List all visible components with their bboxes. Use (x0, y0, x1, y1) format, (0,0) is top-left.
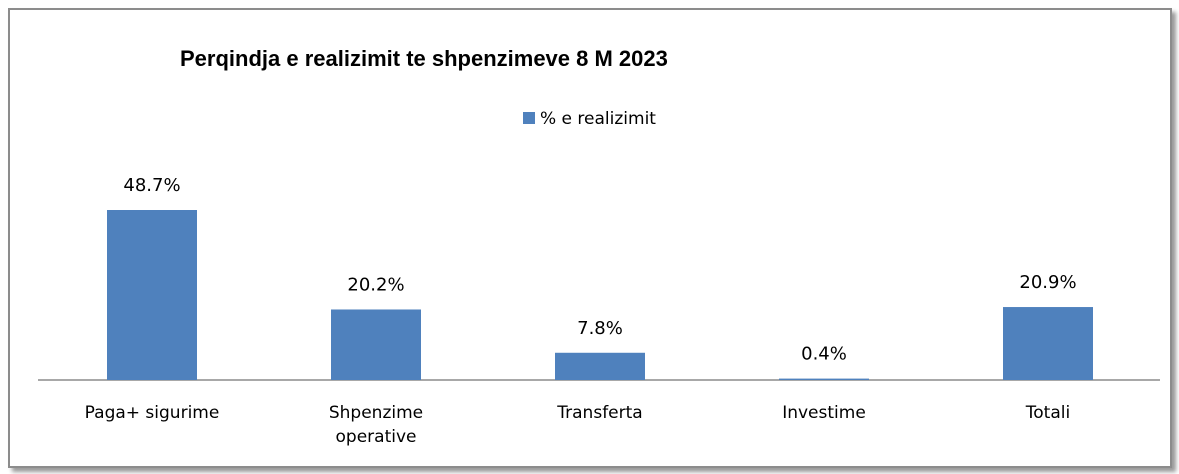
bar (779, 378, 869, 380)
bar (555, 352, 645, 380)
legend-swatch (523, 112, 535, 124)
x-tick-label: Paga+ sigurime (84, 403, 220, 423)
value-label: 0.4% (801, 344, 847, 365)
x-tick-label: Totali (1025, 403, 1071, 423)
bar (107, 210, 197, 380)
bar (1003, 307, 1093, 380)
x-tick-label: Transferta (557, 403, 643, 423)
x-tick-label: Shpenzime operative (328, 403, 424, 447)
chart-title: Perqindja e realizimit te shpenzimeve 8 … (180, 46, 668, 71)
x-tick-label: Investime (782, 403, 866, 423)
value-label: 48.7% (123, 175, 180, 196)
bar (331, 309, 421, 380)
value-label: 20.9% (1019, 272, 1076, 293)
legend-label: % e realizimit (540, 109, 656, 129)
value-label: 20.2% (347, 274, 404, 295)
value-label: 7.8% (577, 318, 623, 339)
chart-frame (8, 8, 1172, 468)
